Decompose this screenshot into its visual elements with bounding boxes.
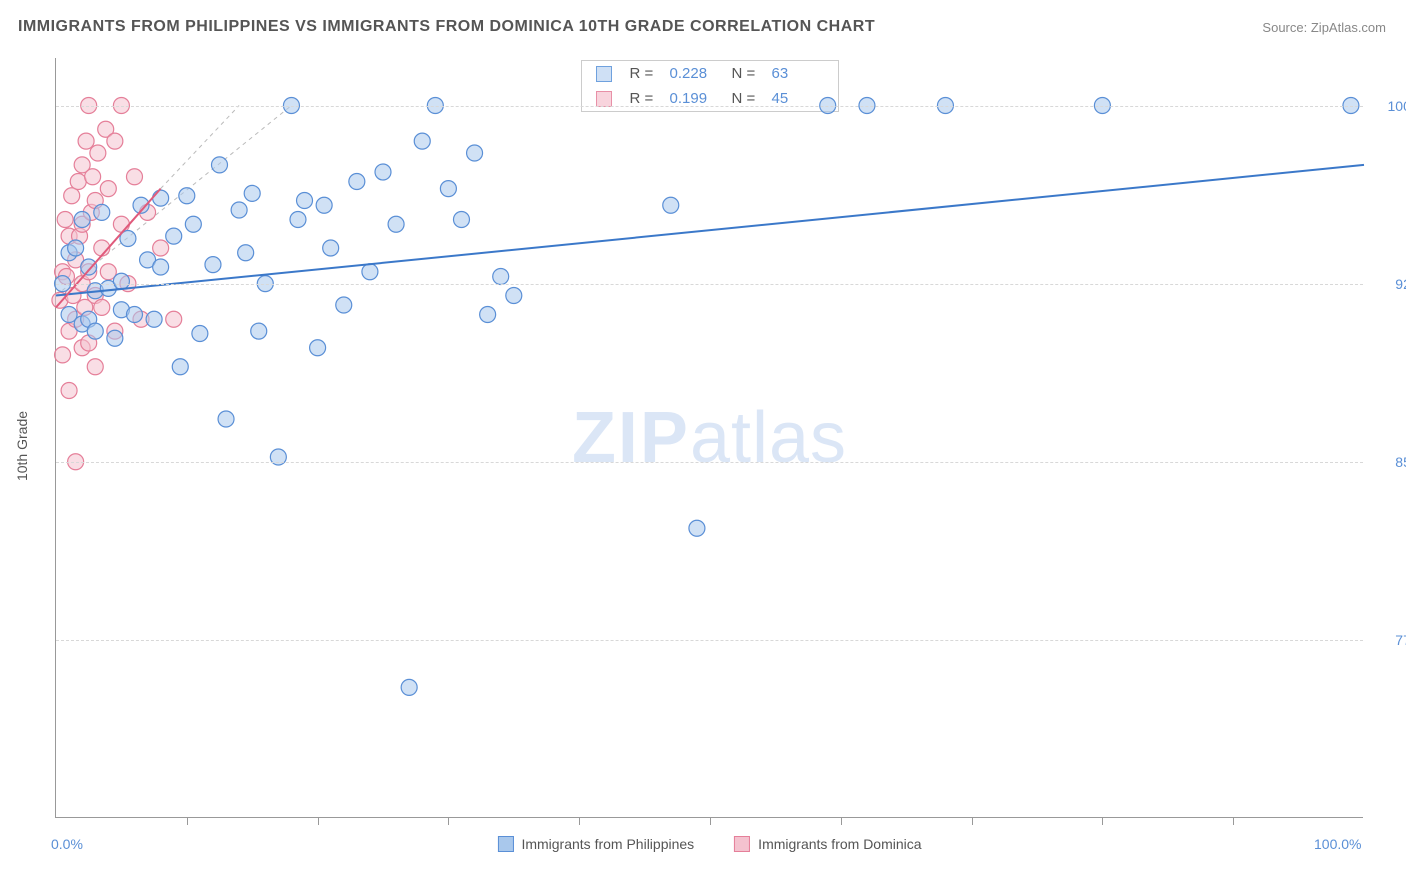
scatter-point — [179, 188, 195, 204]
scatter-point — [375, 164, 391, 180]
scatter-point — [238, 245, 254, 261]
scatter-point — [153, 259, 169, 275]
scatter-point — [55, 347, 71, 363]
scatter-point — [57, 212, 73, 228]
scatter-point — [316, 197, 332, 213]
scatter-point — [126, 307, 142, 323]
scatter-point — [90, 145, 106, 161]
scatter-point — [64, 188, 80, 204]
scatter-point — [87, 359, 103, 375]
scatter-point — [113, 273, 129, 289]
x-axis-legend: Immigrants from Philippines Immigrants f… — [497, 836, 921, 852]
scatter-point — [74, 212, 90, 228]
scatter-point — [94, 299, 110, 315]
x-tick — [710, 817, 711, 825]
scatter-point — [100, 181, 116, 197]
scatter-point — [480, 307, 496, 323]
gridline — [56, 462, 1363, 463]
trend-line — [56, 165, 1364, 296]
scatter-point — [493, 269, 509, 285]
scatter-point — [336, 297, 352, 313]
scatter-point — [212, 157, 228, 173]
x-tick — [841, 817, 842, 825]
scatter-point — [349, 174, 365, 190]
scatter-point — [323, 240, 339, 256]
scatter-point — [192, 326, 208, 342]
x-tick — [318, 817, 319, 825]
legend-item-2: Immigrants from Dominica — [734, 836, 921, 852]
x-tick — [1102, 817, 1103, 825]
scatter-point — [153, 240, 169, 256]
source-value: ZipAtlas.com — [1311, 20, 1386, 35]
scatter-point — [85, 169, 101, 185]
scatter-point — [68, 240, 84, 256]
legend-label-2: Immigrants from Dominica — [758, 836, 921, 852]
chart-title: IMMIGRANTS FROM PHILIPPINES VS IMMIGRANT… — [18, 18, 875, 36]
y-axis-label: 10th Grade — [14, 411, 30, 481]
plot-area: ZIPatlas R =0.228N =63R =0.199N =45 Immi… — [55, 58, 1363, 818]
legend-label-1: Immigrants from Philippines — [521, 836, 694, 852]
scatter-point — [453, 212, 469, 228]
scatter-point — [290, 212, 306, 228]
x-tick-label: 100.0% — [1314, 836, 1361, 852]
legend-swatch-2 — [734, 836, 750, 852]
scatter-point — [107, 330, 123, 346]
scatter-point — [146, 311, 162, 327]
y-tick-label: 92.5% — [1375, 276, 1406, 292]
scatter-point — [218, 411, 234, 427]
scatter-point — [506, 288, 522, 304]
scatter-point — [172, 359, 188, 375]
source-label: Source: — [1262, 20, 1307, 35]
scatter-point — [70, 174, 86, 190]
scatter-point — [166, 228, 182, 244]
scatter-point — [689, 520, 705, 536]
gridline — [56, 284, 1363, 285]
legend-item-1: Immigrants from Philippines — [497, 836, 694, 852]
scatter-point — [153, 190, 169, 206]
scatter-point — [61, 383, 77, 399]
scatter-point — [94, 204, 110, 220]
scatter-point — [78, 133, 94, 149]
scatter-point — [107, 133, 123, 149]
gridline — [56, 640, 1363, 641]
scatter-point — [231, 202, 247, 218]
y-tick-label: 85.0% — [1375, 454, 1406, 470]
x-tick — [1233, 817, 1234, 825]
scatter-point — [81, 259, 97, 275]
scatter-point — [251, 323, 267, 339]
scatter-point — [663, 197, 679, 213]
gridline — [56, 106, 1363, 107]
scatter-point — [440, 181, 456, 197]
x-tick — [579, 817, 580, 825]
scatter-point — [166, 311, 182, 327]
scatter-point — [310, 340, 326, 356]
scatter-point — [362, 264, 378, 280]
scatter-point — [126, 169, 142, 185]
scatter-point — [205, 257, 221, 273]
scatter-svg — [56, 58, 1363, 817]
scatter-point — [414, 133, 430, 149]
scatter-point — [401, 679, 417, 695]
y-tick-label: 100.0% — [1375, 98, 1406, 114]
y-tick-label: 77.5% — [1375, 632, 1406, 648]
scatter-point — [113, 216, 129, 232]
scatter-point — [467, 145, 483, 161]
scatter-point — [244, 185, 260, 201]
scatter-point — [185, 216, 201, 232]
x-tick — [972, 817, 973, 825]
legend-swatch-1 — [497, 836, 513, 852]
scatter-point — [297, 193, 313, 209]
x-tick — [187, 817, 188, 825]
x-tick-label: 0.0% — [51, 836, 83, 852]
source-attribution: Source: ZipAtlas.com — [1262, 20, 1386, 35]
x-tick — [448, 817, 449, 825]
scatter-point — [87, 323, 103, 339]
scatter-point — [388, 216, 404, 232]
